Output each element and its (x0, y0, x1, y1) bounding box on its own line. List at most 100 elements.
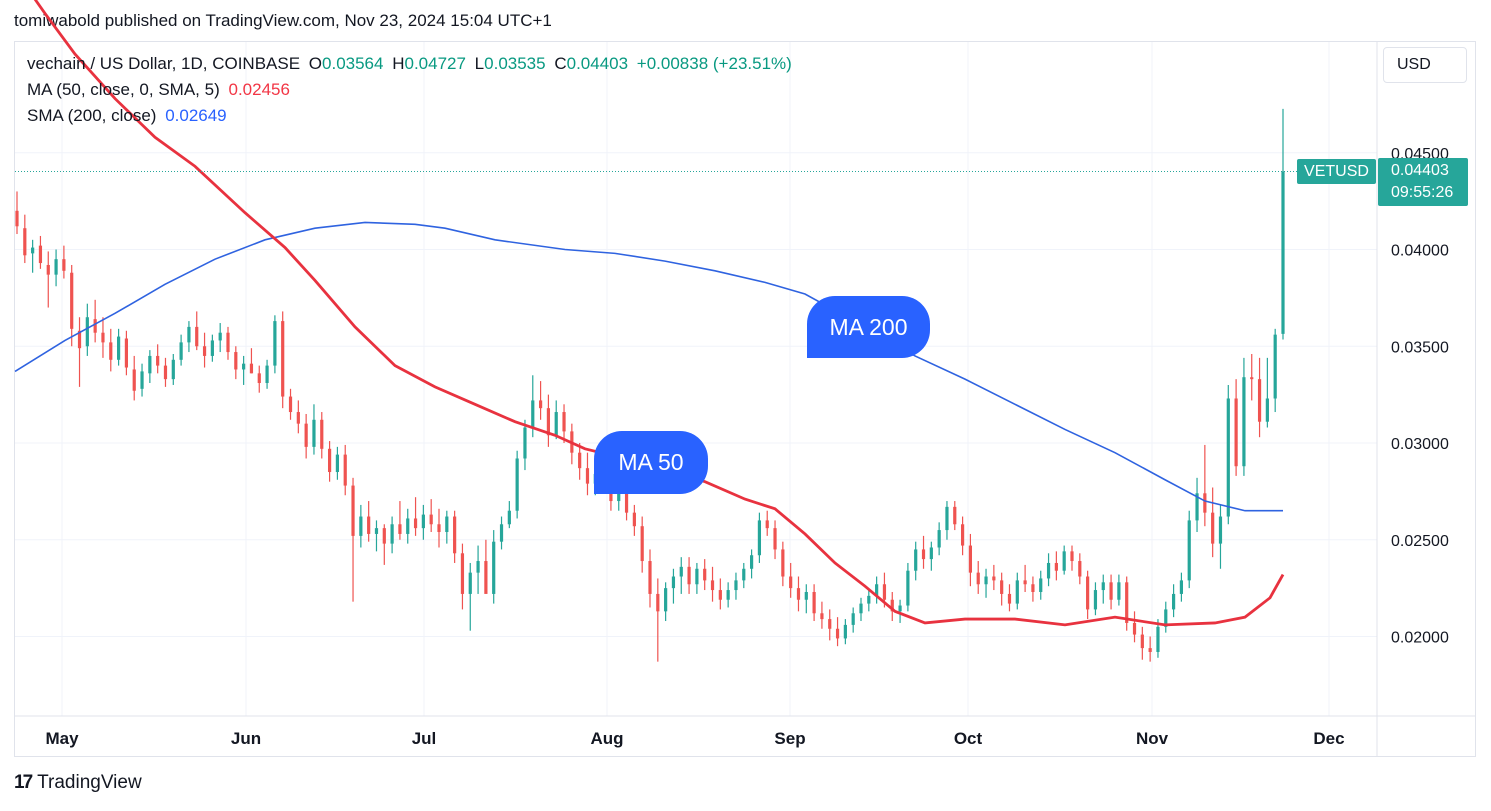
candle-body (968, 545, 973, 573)
candle-body (367, 516, 371, 534)
candle (320, 412, 324, 459)
candle (984, 568, 988, 598)
candle (77, 317, 82, 387)
candle (585, 452, 590, 496)
candle (31, 239, 35, 273)
candle (46, 251, 50, 308)
time-tick-label: Aug (590, 729, 623, 748)
candle (116, 328, 121, 366)
candle-body (562, 412, 566, 432)
candle (1265, 357, 1269, 428)
candle-body (484, 561, 488, 594)
candle-body (648, 561, 652, 594)
candle (1093, 582, 1098, 616)
candle-body (85, 317, 89, 347)
publish-info: tomiwabold published on TradingView.com,… (14, 11, 552, 30)
candle (484, 539, 488, 594)
candle (163, 357, 168, 387)
candle-body (202, 346, 207, 356)
candle (523, 419, 527, 471)
candle (945, 501, 949, 540)
candle (413, 497, 418, 536)
candle (968, 533, 973, 587)
tradingview-logo[interactable]: 17 TradingView (14, 772, 142, 794)
candles (15, 108, 1285, 662)
candle-body (390, 524, 394, 544)
candle (1203, 444, 1207, 527)
candle-body (1273, 334, 1277, 399)
candle-body (1101, 582, 1105, 591)
candle (85, 303, 89, 356)
candle-body (1078, 561, 1082, 577)
candle (953, 501, 957, 531)
annotation-ma50[interactable]: MA 50 (594, 431, 708, 494)
candle-body (46, 264, 50, 275)
candle-body (734, 580, 738, 591)
candle (1257, 357, 1262, 438)
candle (859, 597, 863, 622)
candle (273, 315, 277, 374)
legend-sma200[interactable]: SMA (200, close) 0.02649 (27, 106, 231, 126)
candle (820, 601, 824, 629)
candle (304, 413, 308, 459)
candle-body (937, 530, 941, 548)
candle-body (398, 524, 402, 534)
legend-ma50[interactable]: MA (50, close, 0, SMA, 5) 0.02456 (27, 80, 294, 100)
candle-body (1125, 582, 1129, 623)
tradingview-logo-icon: 17 (14, 772, 33, 793)
candle (156, 344, 160, 374)
candle-body (828, 619, 832, 629)
candle-body (538, 400, 543, 409)
candle (499, 516, 504, 550)
candle (648, 549, 652, 608)
candle (23, 214, 27, 264)
symbol-price-tag: VETUSD (1297, 159, 1376, 184)
candle (1250, 353, 1254, 401)
candle-body (1093, 590, 1098, 610)
candle (1211, 487, 1215, 558)
sma200-line (14, 221, 1283, 512)
currency-button[interactable]: USD (1383, 47, 1467, 83)
candle (789, 562, 793, 598)
candle-body (804, 591, 808, 600)
annotation-ma200[interactable]: MA 200 (807, 296, 930, 358)
candle (679, 557, 683, 594)
candle (476, 545, 480, 594)
candle (796, 576, 801, 612)
candle (656, 578, 660, 662)
candle (1281, 108, 1285, 340)
candle (382, 524, 386, 565)
candle-body (281, 321, 285, 397)
price-tick-label: 0.03500 (1391, 339, 1449, 356)
legend-high: 0.04727 (404, 54, 466, 73)
candle (1156, 619, 1160, 658)
candle (867, 590, 871, 612)
candle (421, 504, 425, 540)
candle (1015, 572, 1019, 610)
candle (828, 609, 832, 641)
candle (578, 443, 582, 480)
candle (781, 541, 785, 587)
candle (226, 326, 230, 360)
candle-body (1187, 520, 1191, 581)
candle (54, 249, 58, 287)
candle (812, 584, 816, 622)
candle-body (703, 568, 707, 581)
candle-body (476, 561, 480, 573)
legend-ohlc: vechain / US Dollar, 1D, COINBASE O0.035… (27, 54, 796, 74)
candle (843, 619, 847, 645)
candle-body (656, 593, 660, 612)
candle-body (77, 330, 82, 349)
candle (1218, 504, 1223, 569)
candle (187, 321, 191, 353)
candle (351, 477, 355, 602)
price-tick-label: 0.02000 (1391, 630, 1449, 647)
candle-body (437, 524, 441, 533)
candle (1273, 328, 1277, 413)
candle (1078, 553, 1082, 585)
time-tick-label: Nov (1136, 729, 1169, 748)
candle-body (796, 588, 801, 600)
candle (835, 617, 840, 647)
candle (202, 332, 207, 368)
